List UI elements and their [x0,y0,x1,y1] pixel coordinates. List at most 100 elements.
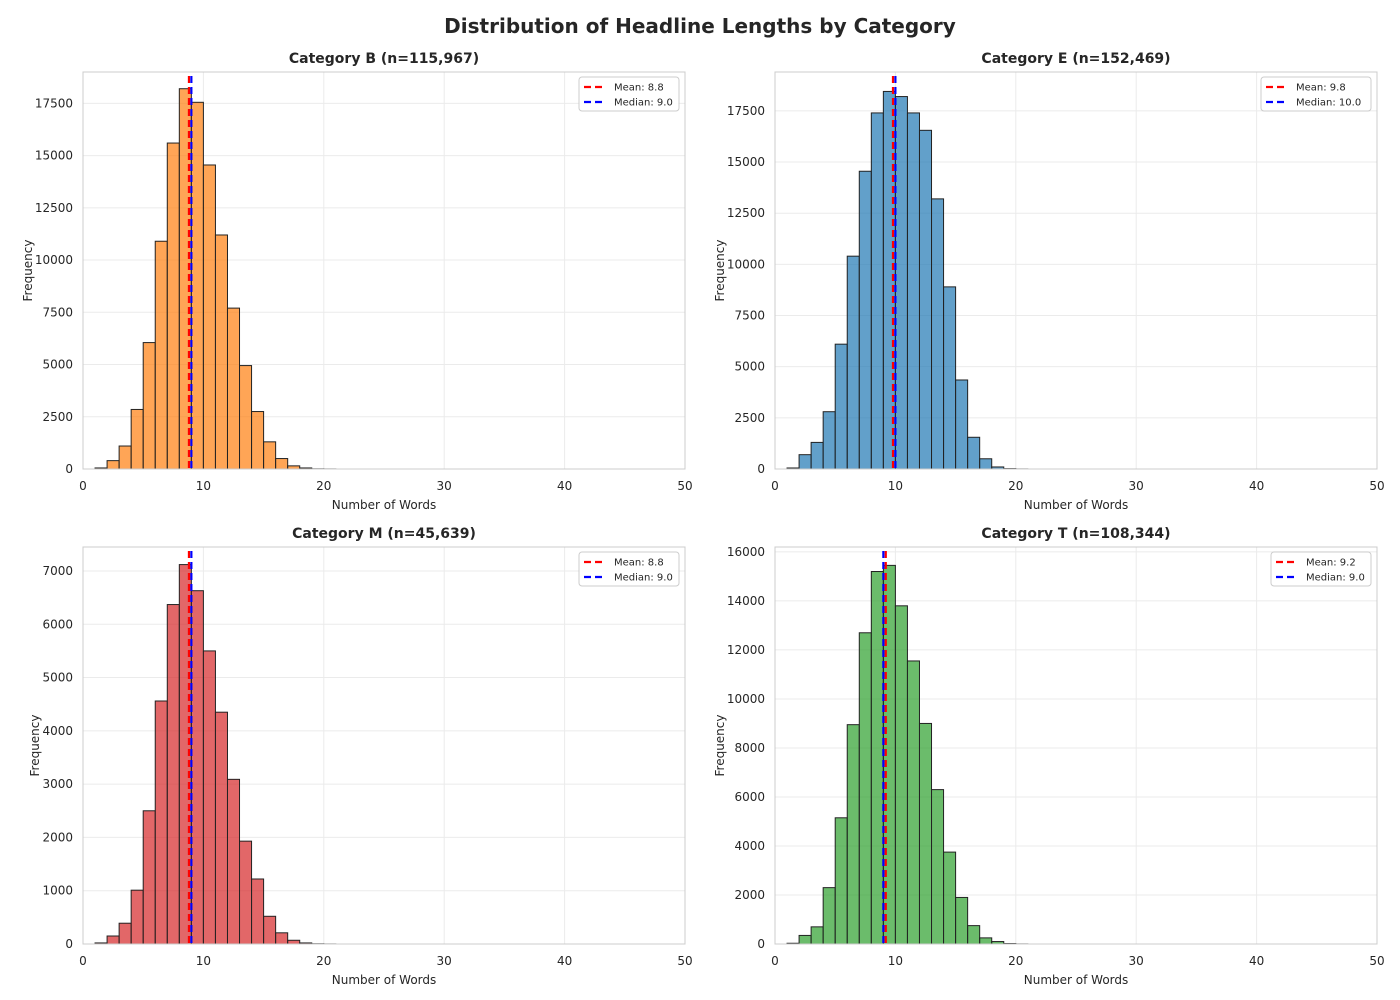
x-tick-label: 0 [79,479,87,493]
x-tick-label: 50 [1369,954,1384,968]
y-tick-label: 6000 [42,617,73,631]
histogram-bar [239,365,253,470]
legend-median-label: Median: 9.0 [614,573,673,584]
histogram-bar [943,286,957,470]
histogram-bar [214,711,228,945]
histogram-bar [834,343,848,470]
histogram-bar [870,112,884,470]
y-tick-label: 5000 [42,671,73,685]
x-tick-label: 30 [437,954,452,968]
subplot-title: Category B (n=115,967) [289,51,479,67]
histogram-bar [810,441,824,470]
histogram-bar [979,937,993,945]
histogram-bar [846,724,860,945]
histogram-bar [130,889,144,945]
y-tick-label: 2500 [734,411,765,425]
y-tick-label: 1000 [42,884,73,898]
y-tick-label: 14000 [727,594,765,608]
x-tick-label: 30 [1129,479,1144,493]
legend-mean-label: Mean: 8.8 [614,83,664,94]
y-tick-label: 7500 [734,309,765,323]
y-tick-label: 2000 [734,888,765,902]
legend-box [578,551,680,587]
x-tick-label: 20 [1008,954,1023,968]
legend: Mean: 8.8 Median: 9.0 [578,551,680,587]
histogram-bar [118,922,132,945]
x-tick-label: 0 [79,954,87,968]
x-tick-label: 30 [437,479,452,493]
histogram-bar [142,810,156,945]
y-tick-label: 16000 [727,545,765,559]
legend-median-label: Median: 9.0 [614,98,673,109]
subplot-1: 0 10 20 30 40 50 0 2500 5000 7500 10000 12500 15000 1… [21,51,693,512]
x-axis-label: Number of Words [332,498,437,512]
y-axis-label: Frequency [713,715,727,777]
x-tick-label: 30 [1129,954,1144,968]
x-tick-label: 10 [196,954,211,968]
histogram-bar [931,789,945,945]
x-tick-label: 40 [557,479,572,493]
histogram-bar [190,590,204,945]
histogram-bar [263,441,277,470]
y-tick-label: 0 [757,937,765,951]
y-tick-label: 7000 [42,564,73,578]
y-tick-label: 10000 [727,692,765,706]
histogram-bar [251,878,265,945]
histogram-bar [226,778,241,945]
y-tick-label: 2000 [42,830,73,844]
y-tick-label: 4000 [42,724,73,738]
histogram-bar [858,632,872,945]
x-tick-label: 10 [888,954,903,968]
legend-box [1270,551,1372,587]
histogram-bar [251,411,265,470]
x-tick-label: 10 [888,479,903,493]
legend: Mean: 9.2 Median: 9.0 [1270,551,1372,587]
histogram-bar [894,96,908,470]
y-tick-label: 12000 [727,643,765,657]
histogram-bar [202,650,216,945]
y-tick-label: 0 [65,937,73,951]
x-tick-label: 40 [1249,479,1264,493]
legend-mean-label: Mean: 9.8 [1296,83,1346,94]
histogram-bar [943,851,957,945]
legend-box [578,76,680,112]
histogram-bar [263,915,277,945]
histogram-bar [287,939,301,945]
subplot-title: Category T (n=108,344) [981,526,1170,542]
histogram-bar [955,379,969,470]
y-tick-label: 0 [757,462,765,476]
histogram-bar [190,101,204,470]
x-tick-label: 50 [1369,479,1384,493]
x-tick-label: 0 [771,954,779,968]
histogram-bar [166,604,180,945]
legend: Mean: 8.8 Median: 9.0 [578,76,680,112]
y-tick-label: 6000 [734,790,765,804]
histogram-bar [931,198,945,470]
histogram-bar [239,840,253,945]
histogram-bar [834,817,848,945]
histogram-bar [106,935,120,945]
histogram-bar [979,458,993,470]
y-tick-label: 10000 [35,253,73,267]
plot-frame [774,546,1378,945]
legend-box [1260,76,1372,112]
histogram-bar [846,255,860,470]
histogram-bar [214,234,228,470]
y-tick-label: 10000 [727,257,765,271]
histogram-bar [226,307,241,470]
y-tick-label: 4000 [734,839,765,853]
figure-title: Distribution of Headline Lengths by Cate… [444,14,956,38]
x-tick-label: 40 [557,954,572,968]
y-tick-label: 17500 [35,96,73,110]
y-axis-label: Frequency [713,240,727,302]
histogram-bar [822,411,836,470]
x-axis-label: Number of Words [332,973,437,987]
histogram-bar [967,436,981,470]
histogram-bar [870,571,884,945]
histogram-bar [810,926,824,945]
histogram-bar [955,896,969,945]
x-tick-label: 50 [677,954,692,968]
histogram-bar [106,460,120,470]
x-tick-label: 10 [196,479,211,493]
